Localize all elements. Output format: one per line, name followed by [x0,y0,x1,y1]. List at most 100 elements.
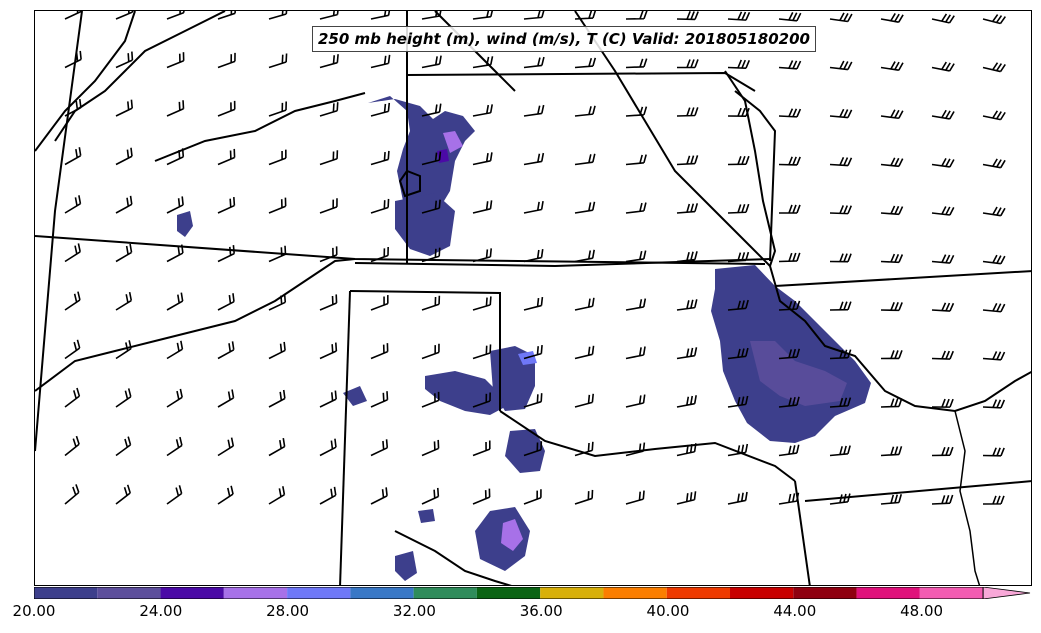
wind-barb [625,11,648,20]
wind-barb [982,14,1006,25]
wind-barb [523,56,545,69]
wind-barb [370,295,389,311]
wind-barb [625,202,647,214]
wind-barb [625,394,646,408]
wind-barb [217,485,234,505]
colorbar-bins [34,587,984,599]
wind-barb [115,99,134,117]
wind-barb [880,157,904,168]
wind-barb [880,253,904,264]
wind-barb [829,108,853,119]
colorbar-bin [97,587,161,599]
wind-barb [625,154,647,166]
wind-barb [829,493,851,505]
wind-barb [115,484,131,505]
colorbar-bin [603,587,667,599]
wind-barb [523,104,545,117]
wind-barb [778,492,800,505]
wind-barb [676,155,699,166]
wind-barb [982,110,1006,121]
colorbar-tick-label: 32.00 [392,602,436,620]
colorbar-extend-arrow [982,587,1031,599]
map-canvas [35,11,1031,585]
wind-barb [574,441,594,457]
wind-barb [676,59,699,69]
wind-barb [115,436,132,457]
wind-barb [472,56,494,69]
wind-barb [574,345,595,360]
wind-barb [523,248,544,263]
wind-barb [370,102,391,117]
wind-barb [166,292,184,311]
wind-barb [727,299,749,311]
river-ms [724,70,777,267]
wind-barb [472,200,493,214]
wind-barb [217,341,235,360]
border-nm-west [339,290,351,585]
wind-barb [370,391,389,408]
wind-barb [421,199,441,214]
shade-blob-west [343,386,367,406]
wind-barb [778,11,802,22]
lake-outline [398,169,421,198]
wind-barb [625,298,647,311]
wind-barb [931,302,955,312]
border-mo-ar [774,270,1031,287]
colorbar-bin [730,587,794,599]
wind-barb [319,294,338,311]
wind-barb [778,204,801,214]
wind-barb [778,444,800,457]
wind-barb [778,396,800,408]
wind-barb [421,439,440,457]
wind-barb [319,486,337,505]
wind-barb [319,54,339,69]
wind-barb [880,109,904,120]
wind-barb [166,52,185,69]
wind-barb [370,54,391,69]
wind-barb [829,156,853,167]
border-ok-panhandle [499,410,796,482]
wind-barb [931,157,955,168]
shade-blob-central [425,371,505,415]
wind-barb [523,345,543,360]
wind-barb [217,437,235,457]
wind-barb [982,399,1006,409]
wind-barb [778,156,801,166]
wind-barb [319,11,340,20]
wind-barb [676,347,698,360]
wind-barb [217,100,236,117]
wind-barb [727,251,750,263]
border-wy-ne-line [35,235,766,265]
wind-barb [931,109,955,120]
border-ks-ok [349,290,501,411]
colorbar-bin [666,587,731,599]
wind-barb [625,490,645,505]
colorbar-tick-label: 36.00 [519,602,563,620]
wind-barb [676,203,699,214]
wind-barb [421,55,442,69]
colorbar-bin [413,587,477,599]
wind-barb [319,246,338,263]
wind-barb [64,387,81,408]
wind-barb [829,253,852,263]
wind-barb [268,197,287,214]
wind-barb [676,443,697,457]
colorbar-tick-label: 28.00 [266,602,310,620]
wind-barb [319,150,339,166]
wind-barb [472,104,493,117]
wind-barb [64,243,81,263]
map-panel: 250 mb height (m), wind (m/s), T (C) Val… [34,10,1032,586]
wind-barb [421,487,440,505]
wind-barb [166,148,185,166]
shade-blob-small-w [177,211,193,237]
colorbar-tick-label: 24.00 [139,602,183,620]
wind-barb [625,442,646,457]
wind-barb [676,11,699,21]
border-ar-la [804,480,1031,502]
wind-barb [829,12,853,23]
wind-barb [829,301,852,311]
wind-barb [370,343,389,360]
wind-barb [319,102,339,117]
wind-barb [931,446,954,457]
wind-barb [931,206,955,216]
